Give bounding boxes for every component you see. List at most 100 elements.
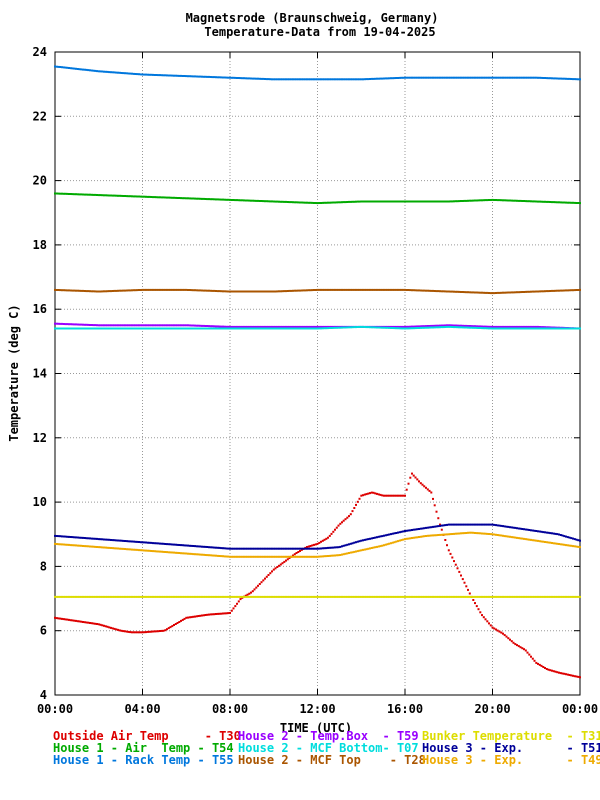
data-point [55,543,58,545]
data-point [201,553,203,556]
data-point [533,659,536,662]
grid-lines [55,52,580,695]
data-point [568,201,571,204]
data-point [258,200,261,202]
data-point [334,288,336,291]
data-point [309,595,312,598]
data-point [129,631,132,634]
data-point [302,325,305,328]
data-point [57,595,60,598]
data-point [313,289,315,291]
data-point [166,595,168,598]
data-point [398,539,401,542]
data-point [325,78,328,81]
data-point [538,326,541,328]
data-point [416,528,419,531]
data-point [257,584,259,587]
data-point [377,326,380,329]
data-point [330,201,333,204]
data-point [472,76,475,79]
data-point [405,537,408,540]
data-point [428,534,431,537]
data-point [178,327,181,330]
data-point [115,324,118,327]
data-point [181,327,184,330]
data-point [316,555,319,558]
data-point [141,595,144,598]
data-point [220,327,223,330]
data-point [299,78,301,81]
data-point [400,200,403,203]
data-point [433,200,436,203]
data-point [244,199,247,202]
data-point [482,616,485,619]
data-point [470,199,473,202]
data-point [300,548,303,551]
data-point [248,595,251,598]
data-point [362,325,364,328]
data-point [297,78,300,81]
data-point [561,543,564,546]
data-point [118,595,121,598]
data-point [236,602,238,605]
data-point [453,324,455,327]
data-point [339,201,342,204]
data-point [139,595,142,598]
data-point [262,555,265,558]
data-point [188,75,191,78]
data-point [290,547,293,550]
y-tick-label: 16 [33,302,47,316]
data-point [327,595,329,598]
data-point [372,491,375,494]
data-point [157,630,160,633]
data-point [129,195,132,198]
data-point [353,200,356,203]
data-point [547,77,550,80]
data-point [71,595,74,598]
data-point [54,542,56,545]
data-point [208,325,210,328]
data-point [384,288,387,291]
data-point [208,327,210,330]
data-point [306,289,308,292]
data-point [334,528,336,531]
data-point [353,326,356,329]
data-point [285,595,287,598]
data-point [190,289,193,292]
data-point [488,622,490,625]
data-point [433,76,436,79]
data-point [262,547,265,550]
data-point [99,546,102,549]
data-point [435,510,438,513]
data-point [393,288,396,291]
data-point [188,552,191,555]
data-point [428,76,431,79]
data-point [367,326,370,329]
y-tick-label: 12 [33,431,47,445]
data-point [442,76,445,79]
data-point [167,324,170,327]
data-point [568,289,571,292]
data-point [299,555,301,558]
data-point [78,544,81,547]
data-point [526,200,529,203]
data-point [194,615,196,618]
data-point [174,623,177,625]
data-point [463,76,466,79]
data-point [281,555,284,558]
data-point [234,595,237,598]
data-point [239,555,242,558]
data-point [453,560,455,563]
data-point [260,595,263,598]
data-point [551,669,553,672]
data-point [311,78,314,81]
data-point [479,199,482,202]
data-point [330,554,333,557]
data-point [356,200,359,203]
data-point [451,324,454,327]
data-point [293,78,296,81]
data-point [465,595,468,598]
data-point [533,200,536,203]
data-point [92,595,95,598]
data-point [297,551,300,553]
